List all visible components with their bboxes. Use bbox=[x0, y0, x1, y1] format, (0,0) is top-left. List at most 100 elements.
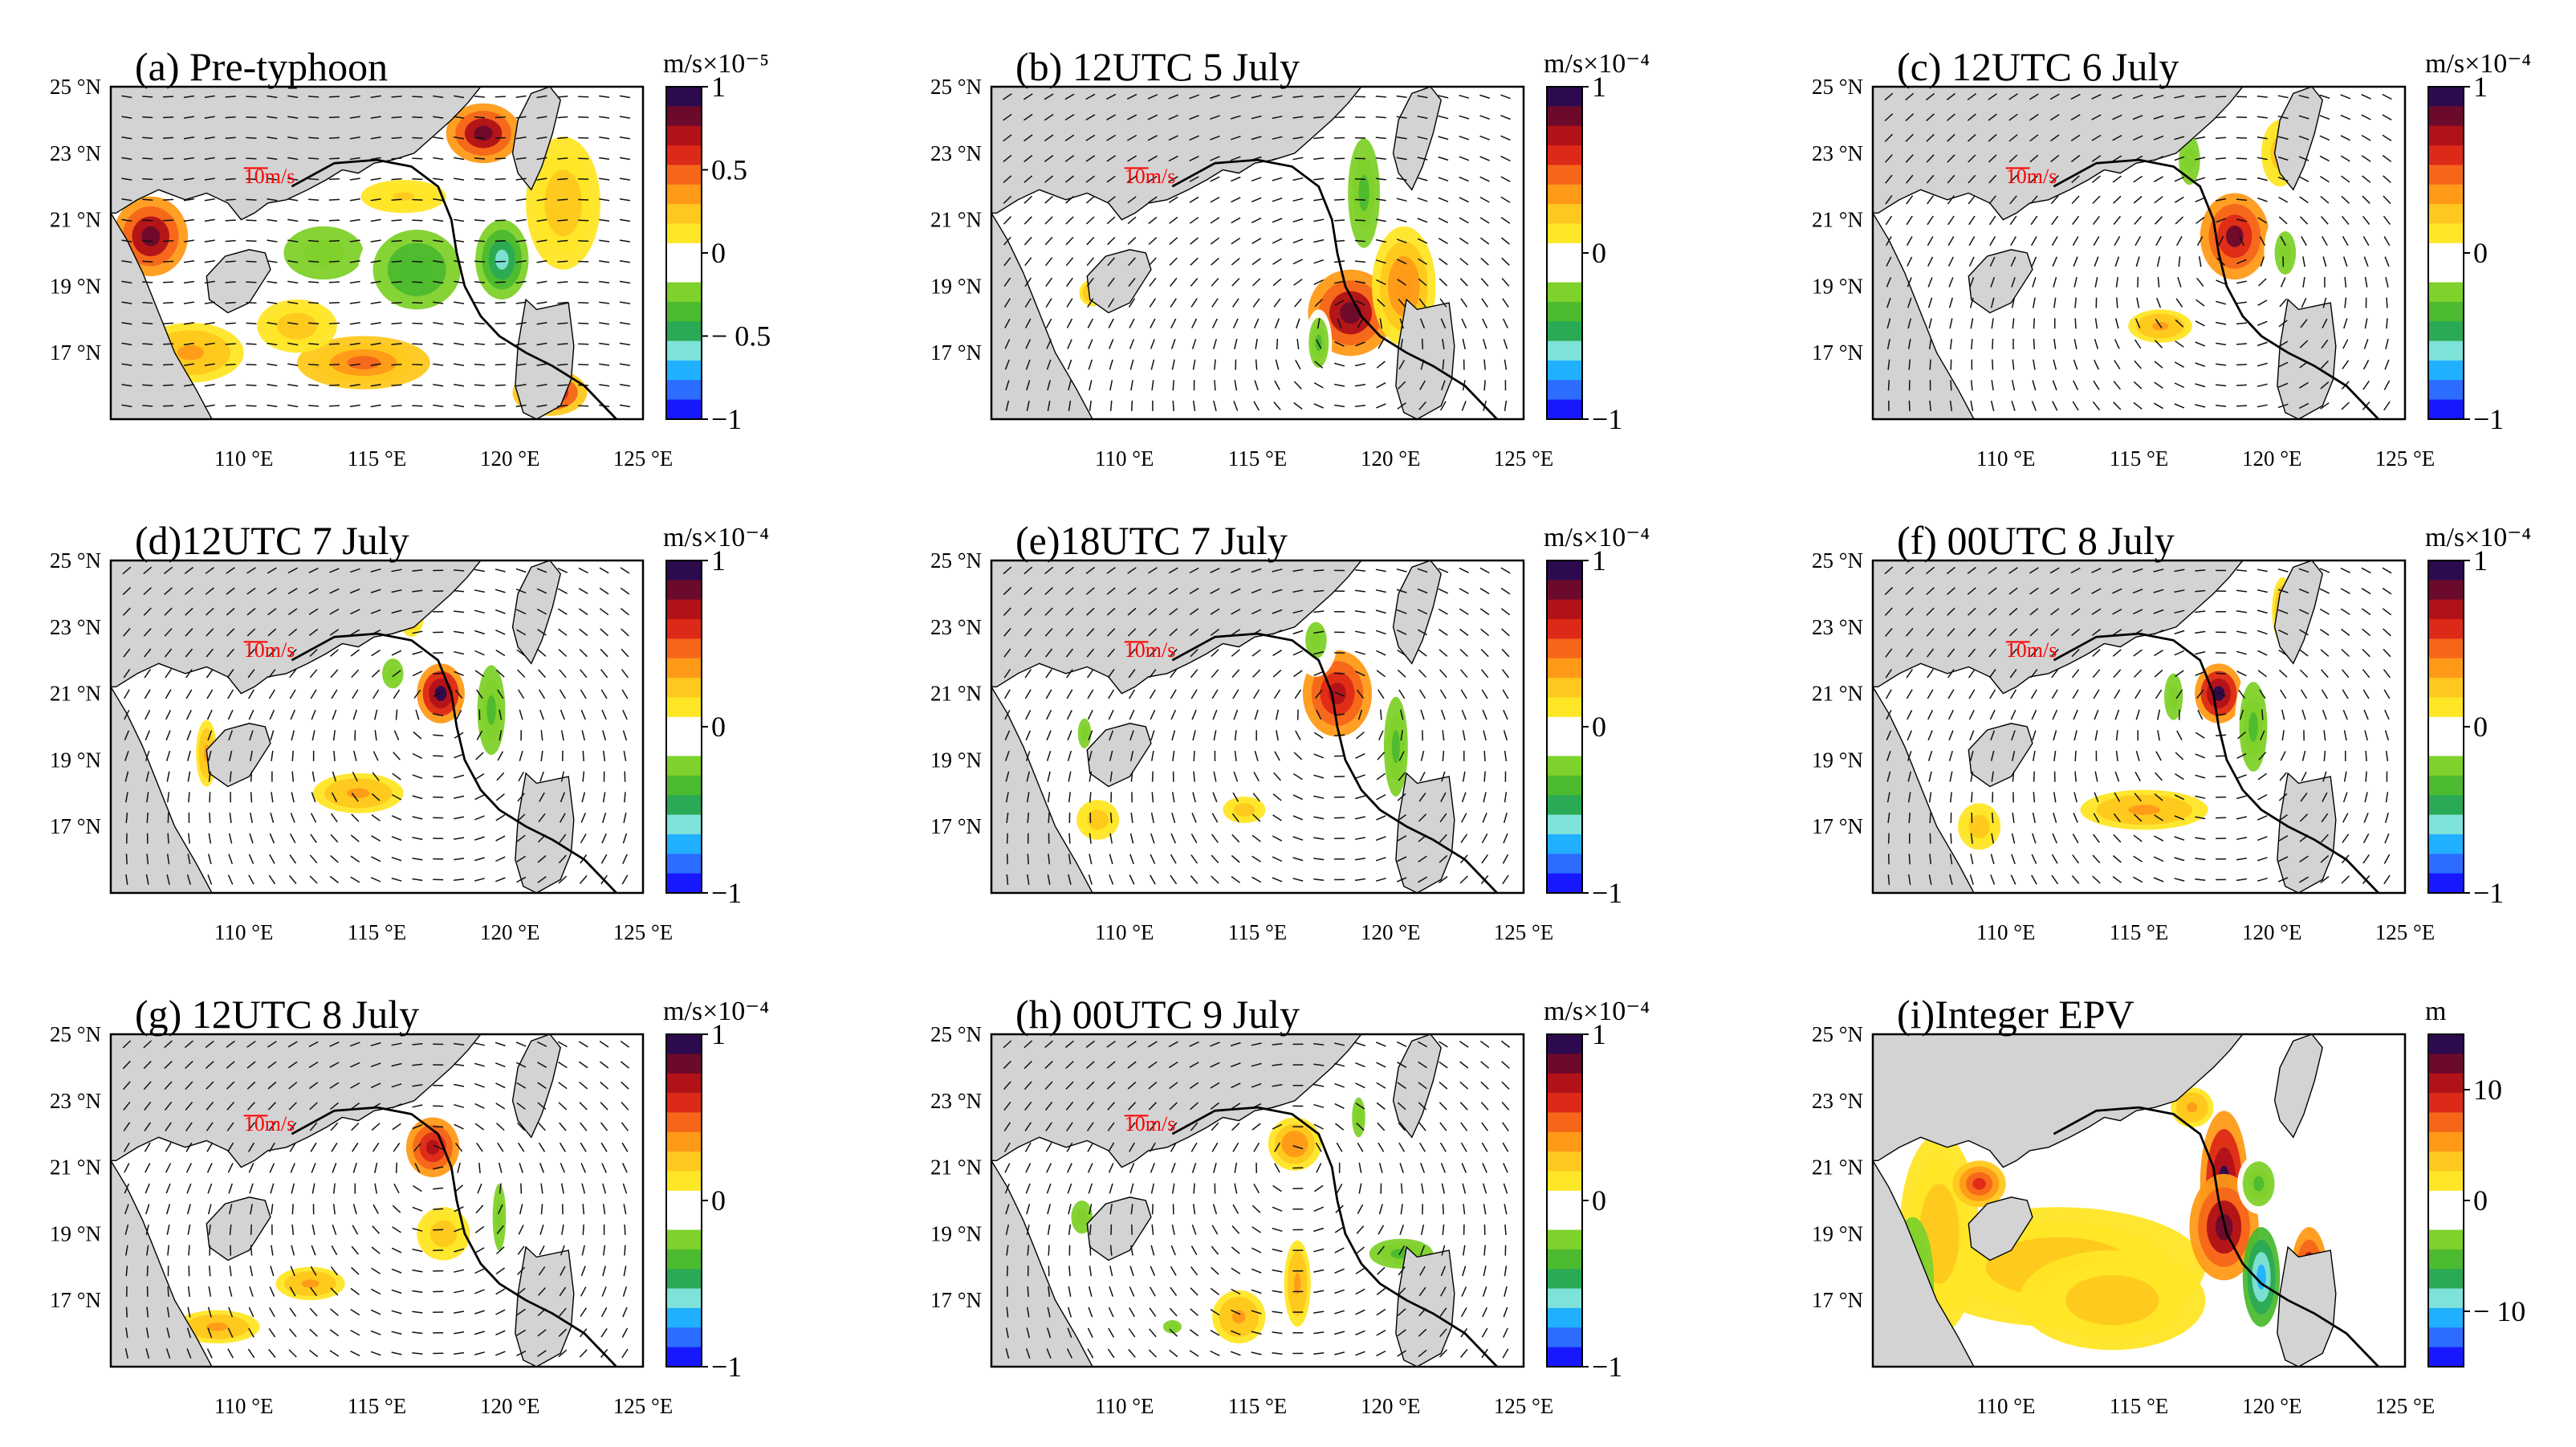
wind-arrow bbox=[474, 878, 485, 882]
wind-arrow bbox=[2174, 772, 2184, 781]
wind-arrow bbox=[1046, 1163, 1052, 1173]
wind-arrow bbox=[1087, 318, 1094, 328]
wind-arrow bbox=[309, 875, 318, 884]
wind-arrow bbox=[1109, 1245, 1113, 1256]
wind-arrow bbox=[2340, 567, 2350, 573]
wind-arrow bbox=[1440, 1163, 1446, 1173]
wind-arrow bbox=[1230, 115, 1241, 120]
anomaly-patch bbox=[2183, 147, 2196, 173]
wind-vectors bbox=[121, 95, 631, 408]
wind-arrow bbox=[1313, 795, 1325, 799]
wind-arrow bbox=[2257, 383, 2268, 387]
wind-arrow bbox=[206, 648, 214, 658]
wind-arrow bbox=[2071, 195, 2080, 205]
wind-arrow bbox=[1210, 1062, 1220, 1068]
wind-arrow bbox=[2073, 813, 2078, 823]
wind-arrow bbox=[2195, 116, 2206, 119]
colorbar-band bbox=[1547, 1131, 1582, 1152]
wind-arrow bbox=[246, 567, 256, 574]
wind-arrow bbox=[1502, 1348, 1509, 1359]
wind-arrow bbox=[1190, 1102, 1198, 1111]
wind-arrow bbox=[1990, 297, 1995, 308]
wind-arrow bbox=[124, 1183, 130, 1194]
wind-arrow bbox=[226, 1102, 235, 1111]
wind-arrow bbox=[227, 1327, 234, 1339]
wind-arrow bbox=[1501, 257, 1510, 266]
wind-arrow bbox=[2112, 114, 2122, 120]
wind-arrow bbox=[1398, 689, 1406, 699]
wind-arrow bbox=[267, 628, 277, 637]
wind-arrow bbox=[250, 812, 254, 823]
wind-arrow bbox=[248, 1163, 254, 1173]
wind-arrow bbox=[2094, 338, 2099, 349]
wind-arrow bbox=[2277, 856, 2289, 862]
panel-title: (h) 00UTC 9 July bbox=[1015, 992, 1300, 1037]
wind-arrow bbox=[2218, 235, 2224, 247]
wind-arrow bbox=[1927, 648, 1935, 658]
lon-tick-label: 115 °E bbox=[348, 920, 407, 944]
wind-arrow bbox=[2363, 813, 2369, 823]
wind-arrow bbox=[622, 833, 628, 844]
wind-arrow bbox=[1088, 1286, 1093, 1297]
wind-arrow bbox=[226, 669, 234, 679]
wind-arrow bbox=[1504, 792, 1508, 803]
wind-arrow bbox=[602, 1204, 606, 1215]
wind-arrow bbox=[288, 1349, 297, 1358]
wind-arrow bbox=[248, 689, 255, 699]
wind-arrow bbox=[1129, 709, 1135, 720]
wind-arrow bbox=[1396, 116, 1407, 119]
wind-arrow bbox=[1127, 134, 1137, 141]
wind-arrow bbox=[1439, 258, 1448, 266]
wind-arrow bbox=[1210, 156, 1220, 161]
colorbar-band bbox=[2428, 1131, 2464, 1152]
wind-arrow bbox=[246, 608, 256, 616]
wind-arrow bbox=[578, 260, 589, 263]
colorbar-band bbox=[666, 873, 702, 894]
wind-arrow bbox=[1420, 1163, 1426, 1173]
wind-arrow bbox=[310, 813, 317, 823]
wind-arrow bbox=[1003, 236, 1011, 246]
wind-arrow bbox=[494, 260, 506, 263]
wind-arrow bbox=[269, 1286, 275, 1297]
wind-arrow bbox=[2239, 709, 2244, 720]
wind-arrow bbox=[1417, 568, 1428, 573]
wind-arrow bbox=[1024, 277, 1032, 287]
wind-arrow bbox=[1418, 669, 1427, 678]
wind-arrow bbox=[1085, 566, 1095, 574]
wind-arrow bbox=[1255, 338, 1258, 349]
wind-arrow bbox=[1045, 689, 1052, 699]
wind-arrow bbox=[393, 730, 400, 740]
wind-arrow bbox=[1887, 833, 1890, 844]
wind-arrow bbox=[270, 812, 275, 823]
wind-arrow bbox=[2196, 216, 2205, 224]
wind-arrow bbox=[1068, 854, 1072, 865]
wind-arrow bbox=[185, 669, 193, 679]
wind-arrow bbox=[1292, 772, 1303, 781]
wind-arrow bbox=[311, 1163, 316, 1173]
wind-arrow bbox=[308, 260, 319, 263]
wind-arrow bbox=[1212, 709, 1218, 720]
wind-arrow bbox=[1480, 628, 1490, 637]
wind-arrow bbox=[248, 1327, 254, 1338]
wind-arrow bbox=[146, 792, 149, 803]
wind-arrow bbox=[349, 157, 360, 161]
colorbar-unit: m/s×10⁻⁴ bbox=[663, 997, 769, 1026]
wind-arrow bbox=[494, 1041, 506, 1047]
typhoon-track bbox=[291, 632, 617, 893]
wind-arrow bbox=[602, 1266, 607, 1277]
wind-arrow bbox=[1314, 361, 1324, 369]
wind-arrow bbox=[1990, 730, 1996, 741]
wind-arrow bbox=[370, 383, 381, 387]
wind-arrow bbox=[1251, 609, 1262, 615]
wind-arrow bbox=[2033, 338, 2036, 349]
wind-arrow bbox=[1992, 359, 1994, 370]
wind-arrow bbox=[1251, 834, 1261, 842]
wind-arrow bbox=[1151, 1204, 1154, 1215]
wind-arrow bbox=[1068, 380, 1072, 391]
wind-arrow bbox=[2133, 876, 2143, 883]
wind-arrow bbox=[208, 1224, 211, 1236]
wind-arrow bbox=[351, 813, 360, 822]
wind-arrow bbox=[1107, 257, 1116, 267]
wind-arrow bbox=[1439, 1142, 1447, 1152]
colorbar-band bbox=[666, 716, 702, 737]
